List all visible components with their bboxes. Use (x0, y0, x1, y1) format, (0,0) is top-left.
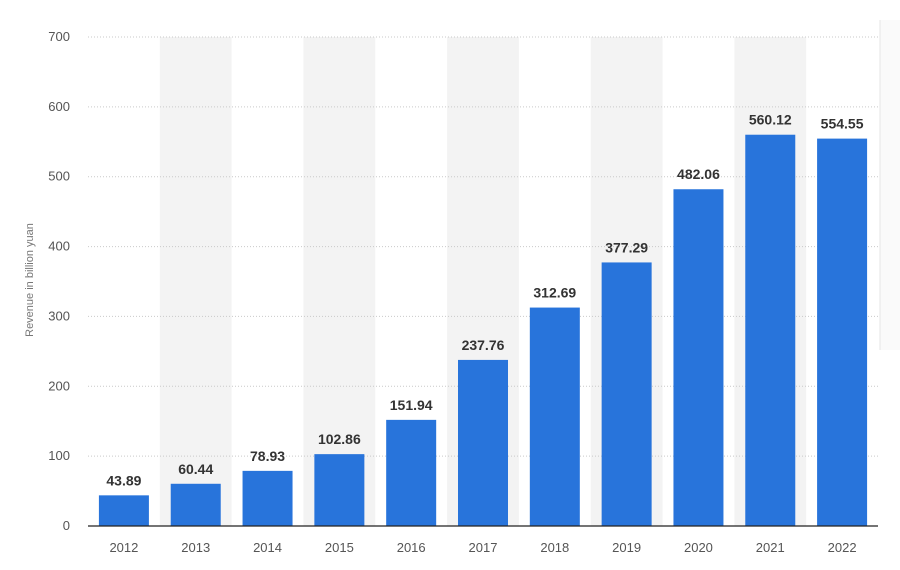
x-tick-label-2012: 2012 (109, 540, 138, 555)
bar-2020 (673, 189, 724, 527)
bar-2013 (170, 483, 221, 526)
x-tick-label-2022: 2022 (828, 540, 857, 555)
column-band-2013 (159, 37, 232, 526)
data-label-2021: 560.12 (749, 112, 792, 128)
bar-2022 (817, 138, 868, 526)
y-tick-label-100: 100 (48, 448, 70, 463)
data-label-2017: 237.76 (462, 337, 505, 353)
bar-2018 (529, 307, 580, 526)
y-tick-label-700: 700 (48, 29, 70, 44)
x-tick-label-2017: 2017 (469, 540, 498, 555)
bar-2014 (242, 470, 293, 526)
x-tick-label-2019: 2019 (612, 540, 641, 555)
side-panel-edge (880, 20, 900, 350)
column-band-2015 (303, 37, 376, 526)
y-axis-title: Revenue in billion yuan (24, 223, 36, 337)
bar-2017 (458, 359, 508, 526)
data-label-2018: 312.69 (533, 285, 576, 301)
bar-2016 (386, 419, 437, 526)
y-tick-label-0: 0 (63, 518, 70, 533)
data-label-2016: 151.94 (390, 397, 433, 413)
data-label-2019: 377.29 (605, 239, 648, 255)
bar-2021 (745, 134, 796, 526)
x-tick-label-2014: 2014 (253, 540, 282, 555)
y-tick-label-200: 200 (48, 378, 70, 393)
data-label-2015: 102.86 (318, 431, 361, 447)
data-label-2013: 60.44 (178, 461, 213, 477)
data-label-2014: 78.93 (250, 448, 285, 464)
y-tick-label-400: 400 (48, 239, 70, 254)
bar-2012 (98, 495, 149, 526)
bar-2015 (314, 454, 365, 526)
x-tick-label-2020: 2020 (684, 540, 713, 555)
y-tick-label-300: 300 (48, 308, 70, 323)
y-tick-label-500: 500 (48, 169, 70, 184)
x-tick-label-2013: 2013 (181, 540, 210, 555)
x-tick-label-2015: 2015 (325, 540, 354, 555)
y-tick-label-600: 600 (48, 99, 70, 114)
x-tick-label-2016: 2016 (397, 540, 426, 555)
data-label-2020: 482.06 (677, 166, 720, 182)
bar-2019 (601, 262, 652, 526)
x-tick-label-2018: 2018 (540, 540, 569, 555)
data-label-2012: 43.89 (106, 472, 141, 488)
x-tick-label-2021: 2021 (756, 540, 785, 555)
data-label-2022: 554.55 (821, 116, 864, 132)
